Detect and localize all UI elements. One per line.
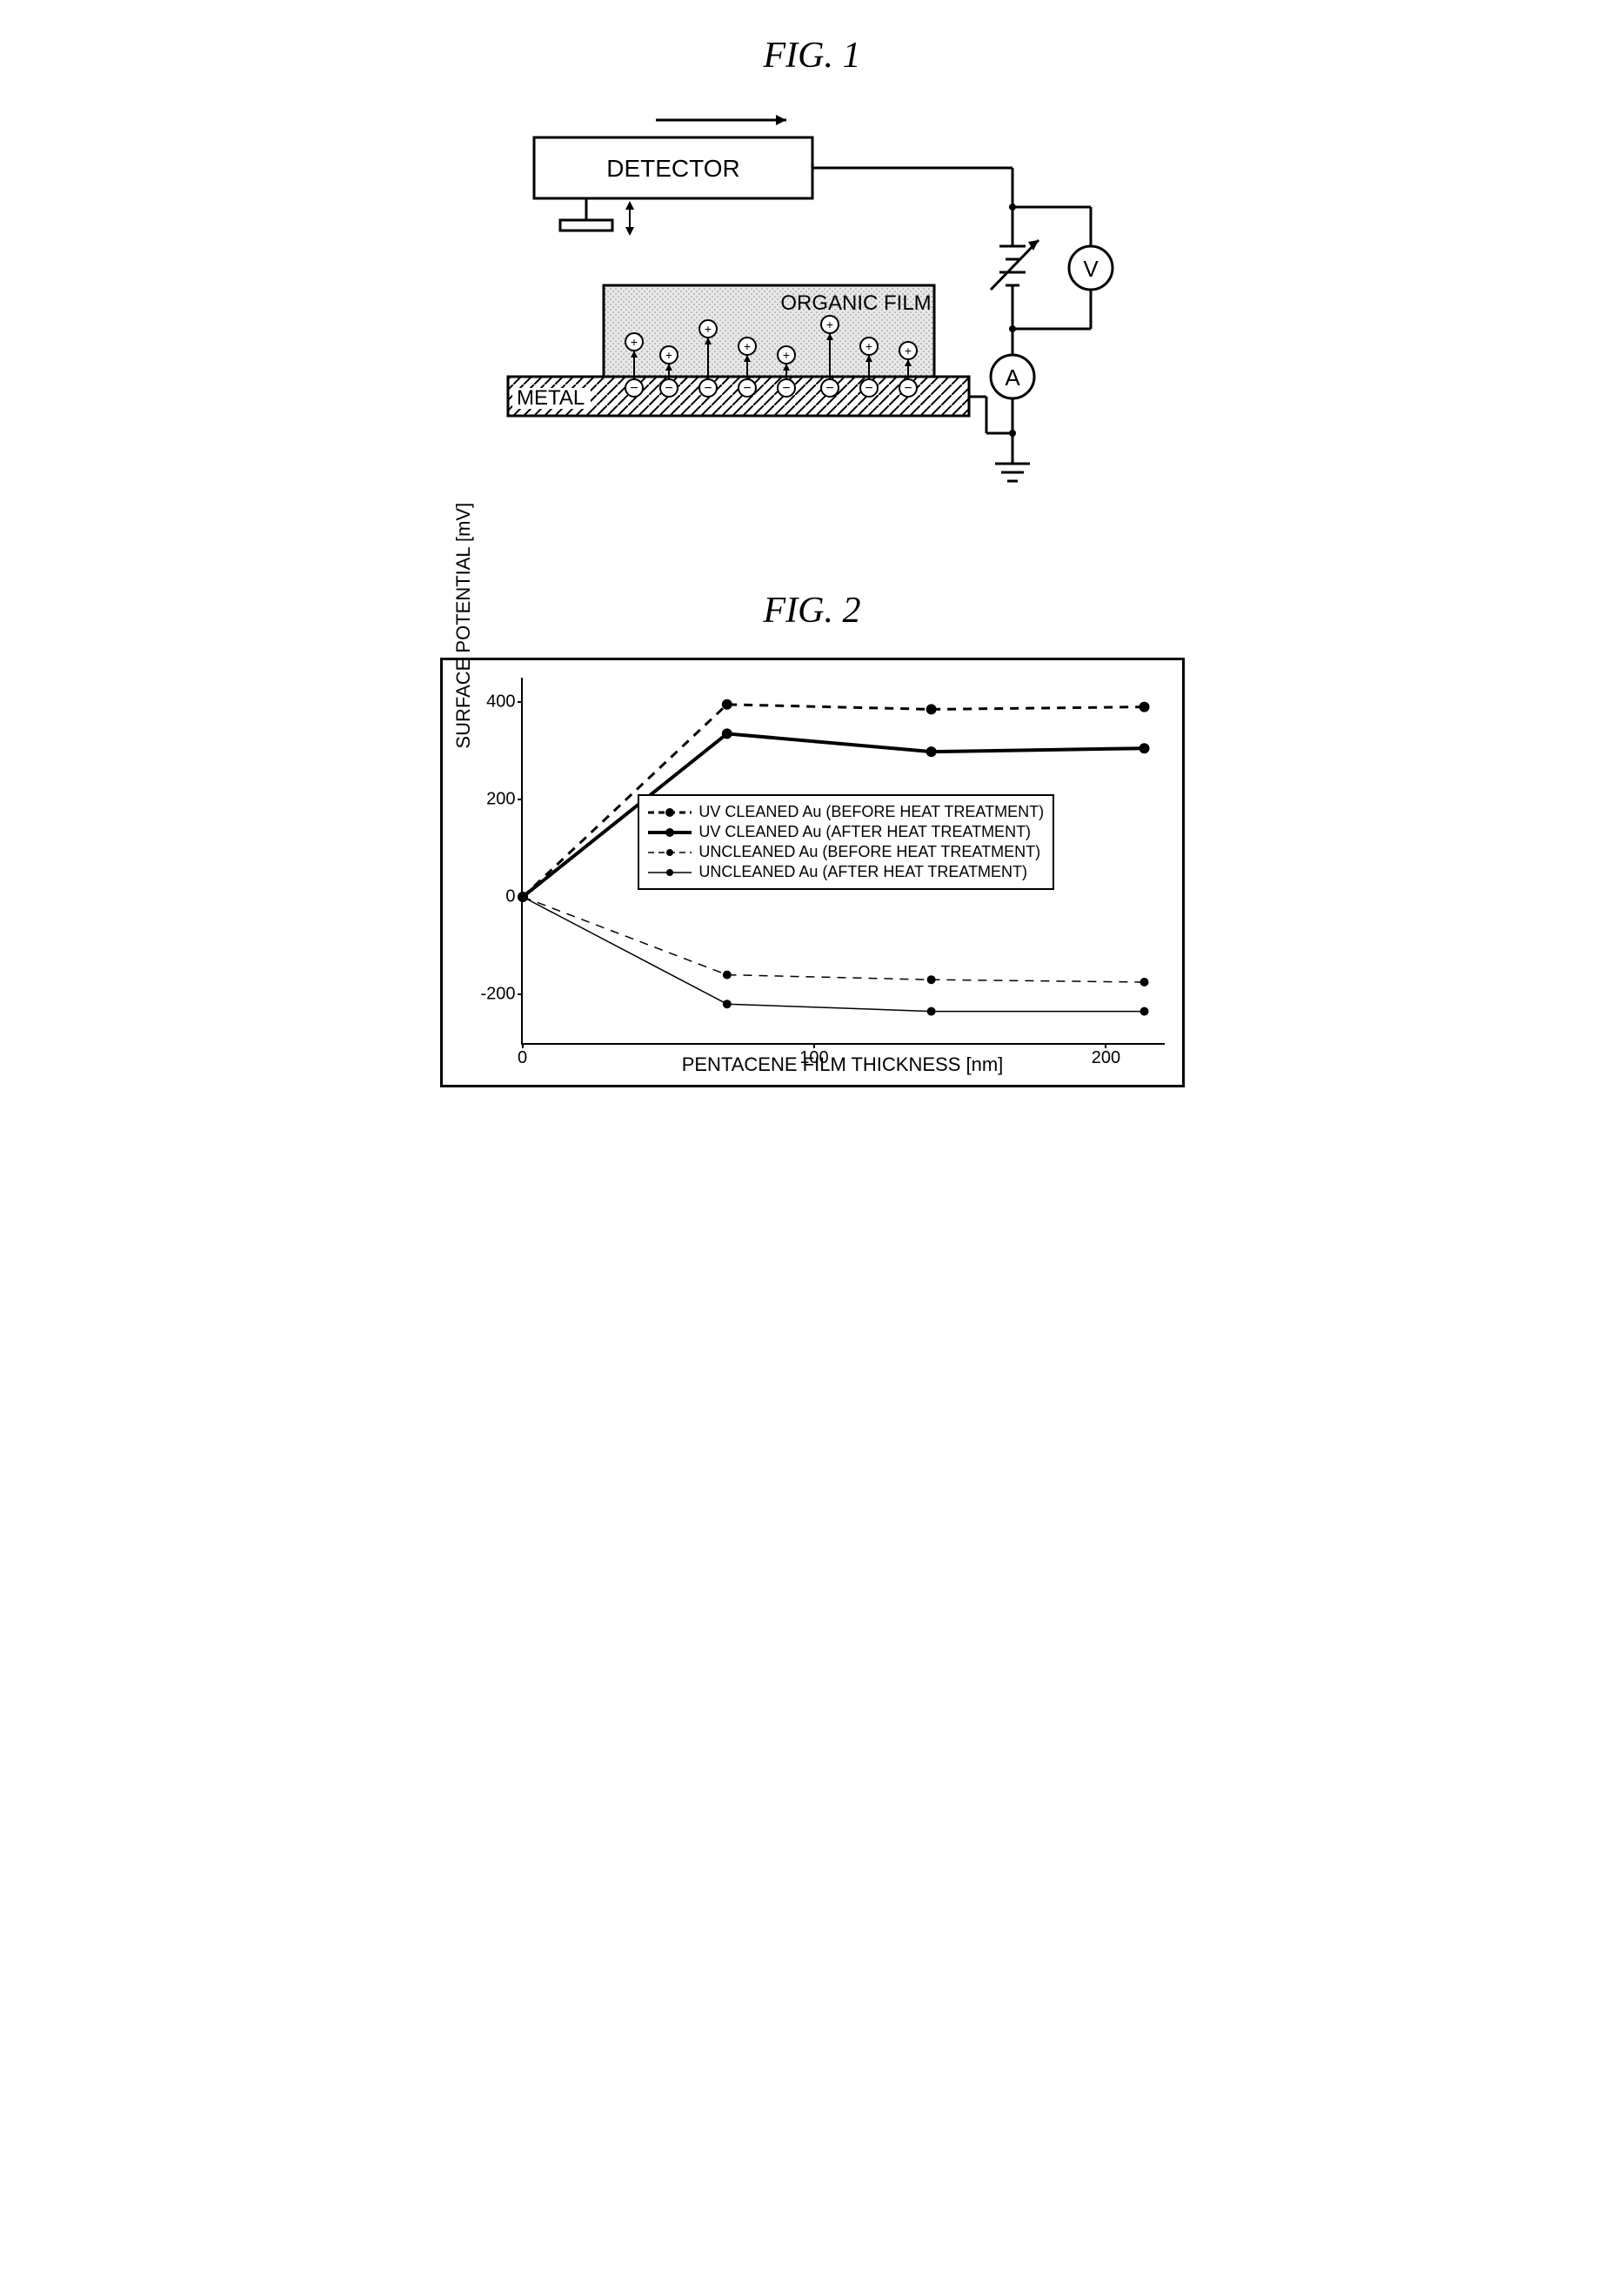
fig1-diagram: DETECTOR ORGANIC FILM METAL + − + − + − + − + − + −…: [482, 103, 1143, 520]
svg-text:−: −: [665, 381, 672, 396]
svg-text:+: +: [865, 339, 872, 353]
svg-text:+: +: [630, 335, 637, 349]
ammeter-label: A: [1005, 364, 1020, 391]
y-tick-label: 0: [505, 887, 522, 907]
legend-row: UNCLEANED Au (BEFORE HEAT TREATMENT): [648, 843, 1044, 861]
legend-row: UNCLEANED Au (AFTER HEAT TREATMENT): [648, 863, 1044, 881]
legend-row: UV CLEANED Au (BEFORE HEAT TREATMENT): [648, 803, 1044, 821]
fig2-title: FIG. 2: [421, 590, 1204, 632]
svg-text:+: +: [825, 318, 832, 331]
metal-label: METAL: [517, 386, 585, 410]
voltmeter-label: V: [1083, 256, 1099, 282]
y-tick-label: -200: [480, 985, 522, 1005]
legend-label: UNCLEANED Au (AFTER HEAT TREATMENT): [698, 863, 1027, 881]
svg-text:+: +: [904, 344, 911, 358]
figure-2: FIG. 2 SURFACE POTENTIAL [mV] UV CLEANED…: [421, 590, 1204, 1087]
svg-text:−: −: [630, 381, 638, 396]
svg-text:−: −: [743, 381, 751, 396]
organic-film-label: ORGANIC FILM: [780, 291, 931, 315]
fig2-chart-box: SURFACE POTENTIAL [mV] UV CLEANED Au (BE…: [440, 658, 1185, 1087]
svg-text:−: −: [825, 381, 833, 396]
legend-label: UV CLEANED Au (BEFORE HEAT TREATMENT): [698, 803, 1044, 821]
svg-text:+: +: [704, 322, 711, 336]
svg-text:+: +: [665, 348, 672, 362]
y-axis-label: SURFACE POTENTIAL [mV]: [452, 503, 475, 749]
fig1-title: FIG. 1: [421, 35, 1204, 77]
svg-text:−: −: [782, 381, 790, 396]
legend-label: UV CLEANED Au (AFTER HEAT TREATMENT): [698, 823, 1031, 841]
y-tick-label: 400: [486, 692, 522, 712]
svg-text:+: +: [743, 339, 750, 353]
figure-1: FIG. 1 DETECTOR ORGANIC FILM METAL + − + − +…: [421, 35, 1204, 520]
y-tick-label: 200: [486, 790, 522, 810]
svg-text:+: +: [782, 348, 789, 362]
chart-legend: UV CLEANED Au (BEFORE HEAT TREATMENT) UV …: [638, 794, 1054, 890]
svg-text:−: −: [904, 381, 912, 396]
x-tick-label: 100: [799, 1043, 828, 1068]
legend-label: UNCLEANED Au (BEFORE HEAT TREATMENT): [698, 843, 1040, 861]
x-tick-label: 200: [1092, 1043, 1120, 1068]
svg-text:−: −: [865, 381, 872, 396]
x-tick-label: 0: [518, 1043, 527, 1068]
svg-text:−: −: [704, 381, 712, 396]
detector-label: DETECTOR: [606, 155, 740, 182]
legend-row: UV CLEANED Au (AFTER HEAT TREATMENT): [648, 823, 1044, 841]
chart-plot-area: SURFACE POTENTIAL [mV] UV CLEANED Au (BE…: [521, 678, 1165, 1045]
x-axis-label: PENTACENE FILM THICKNESS [nm]: [521, 1053, 1165, 1076]
